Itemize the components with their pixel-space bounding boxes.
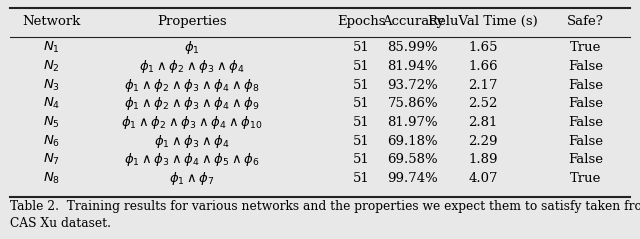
Text: $\phi_1 \wedge \phi_2 \wedge \phi_3 \wedge \phi_4 \wedge \phi_9$: $\phi_1 \wedge \phi_2 \wedge \phi_3 \wed… [124,95,260,112]
Text: $\phi_1$: $\phi_1$ [184,39,200,56]
Text: 51: 51 [353,153,370,166]
Text: $N_4$: $N_4$ [43,96,60,111]
Text: $\phi_1 \wedge \phi_2 \wedge \phi_3 \wedge \phi_4 \wedge \phi_{10}$: $\phi_1 \wedge \phi_2 \wedge \phi_3 \wed… [122,114,262,131]
Text: 1.89: 1.89 [468,153,498,166]
Text: False: False [568,79,603,92]
Text: $\phi_1 \wedge \phi_3 \wedge \phi_4$: $\phi_1 \wedge \phi_3 \wedge \phi_4$ [154,132,230,150]
Text: 2.81: 2.81 [468,116,498,129]
Text: ReluVal Time (s): ReluVal Time (s) [428,15,538,28]
Text: $N_7$: $N_7$ [43,152,60,167]
Text: 81.97%: 81.97% [387,116,438,129]
Text: $\phi_1 \wedge \phi_7$: $\phi_1 \wedge \phi_7$ [169,170,215,187]
Text: Epochs: Epochs [337,15,386,28]
Text: 51: 51 [353,79,370,92]
Text: $N_3$: $N_3$ [43,77,60,93]
Text: $N_2$: $N_2$ [43,59,60,74]
Text: 69.58%: 69.58% [387,153,438,166]
Text: False: False [568,97,603,110]
Text: 4.07: 4.07 [468,172,498,185]
Text: Safe?: Safe? [567,15,604,28]
Text: True: True [570,41,602,54]
Text: $N_5$: $N_5$ [43,115,60,130]
Text: 1.66: 1.66 [468,60,498,73]
Text: $N_6$: $N_6$ [43,133,60,149]
Text: 93.72%: 93.72% [387,79,438,92]
Text: 51: 51 [353,116,370,129]
Text: 51: 51 [353,97,370,110]
Text: False: False [568,60,603,73]
Text: $N_1$: $N_1$ [43,40,60,55]
Text: 1.65: 1.65 [468,41,498,54]
Text: 51: 51 [353,60,370,73]
Text: 81.94%: 81.94% [388,60,438,73]
Text: CAS Xu dataset.: CAS Xu dataset. [10,217,111,230]
Text: False: False [568,153,603,166]
Text: Accuracy: Accuracy [381,15,444,28]
Text: $\phi_1 \wedge \phi_3 \wedge \phi_4 \wedge \phi_5 \wedge \phi_6$: $\phi_1 \wedge \phi_3 \wedge \phi_4 \wed… [124,151,260,168]
Text: $\phi_1 \wedge \phi_2 \wedge \phi_3 \wedge \phi_4$: $\phi_1 \wedge \phi_2 \wedge \phi_3 \wed… [139,58,245,75]
Text: $N_8$: $N_8$ [43,171,60,186]
Text: 99.74%: 99.74% [387,172,438,185]
Text: 75.86%: 75.86% [387,97,438,110]
Text: $\phi_1 \wedge \phi_2 \wedge \phi_3 \wedge \phi_4 \wedge \phi_8$: $\phi_1 \wedge \phi_2 \wedge \phi_3 \wed… [124,76,260,94]
Text: Network: Network [22,15,81,28]
Text: 2.17: 2.17 [468,79,498,92]
Text: 85.99%: 85.99% [387,41,438,54]
Text: Table 2.  Training results for various networks and the properties we expect the: Table 2. Training results for various ne… [10,200,640,213]
Text: False: False [568,116,603,129]
Text: 51: 51 [353,41,370,54]
Text: False: False [568,135,603,147]
Text: 2.52: 2.52 [468,97,498,110]
Text: 69.18%: 69.18% [387,135,438,147]
Text: 51: 51 [353,172,370,185]
Text: Properties: Properties [157,15,227,28]
Text: True: True [570,172,602,185]
Text: 2.29: 2.29 [468,135,498,147]
Text: 51: 51 [353,135,370,147]
